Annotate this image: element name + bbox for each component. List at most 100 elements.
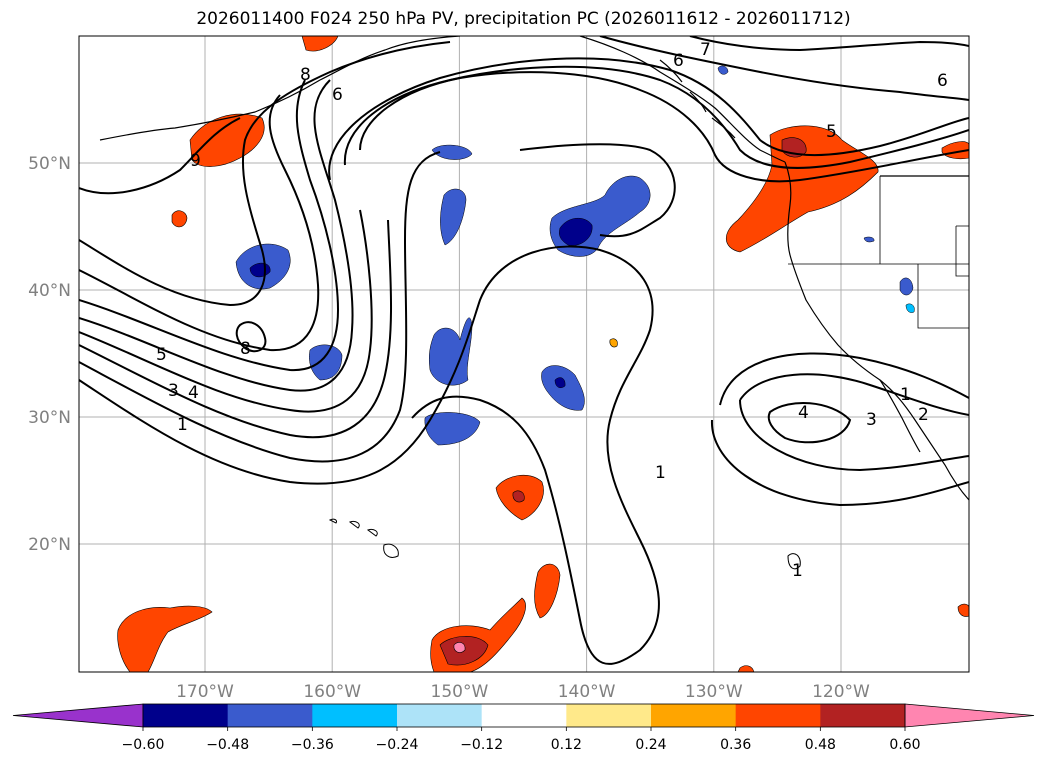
- contour-label-6c: 6: [937, 71, 948, 91]
- pv-contour-4: [79, 209, 373, 413]
- colorbar-tick-label: 0.12: [551, 737, 582, 753]
- precip-negative: [235, 65, 915, 446]
- colorbar-cell: [735, 704, 821, 727]
- precip-patch-pnw: [725, 125, 879, 253]
- colorbar-tick-label: 0.36: [720, 737, 751, 753]
- colorbar-cell: [397, 704, 483, 727]
- pv-contour-1: [79, 245, 660, 665]
- negative-patch-south-center: [541, 365, 585, 411]
- pv-contour-9: [79, 117, 241, 195]
- contour-label-1d: 1: [900, 385, 911, 405]
- pv-contour-sw-us: [719, 352, 969, 406]
- negative-patch-us-b: [905, 303, 915, 313]
- colorbar-cell: [651, 704, 737, 727]
- lat-tick-label: 50°N: [28, 154, 71, 174]
- contour-label-7: 7: [700, 40, 711, 60]
- colorbar-tick-label: 0.48: [805, 737, 836, 753]
- colorbar-cell: [312, 704, 398, 727]
- lon-tick-label: 150°W: [431, 682, 489, 702]
- pv-contour-6: [79, 79, 340, 372]
- colorbar-frame: [142, 703, 906, 728]
- colorbar-cell: [566, 704, 652, 727]
- colorbar-tick-label: 0.24: [635, 737, 666, 753]
- precip-patch-tiny-yellow: [609, 338, 618, 348]
- colorbar-cell: [820, 704, 906, 727]
- contour-label-8b: 8: [240, 339, 251, 359]
- contour-label-1c: 1: [792, 561, 803, 581]
- lon-tick-label: 170°W: [176, 682, 234, 702]
- precip-patch-far-southeast: [957, 603, 969, 617]
- precip-peak-south-2: [453, 641, 466, 653]
- coastlines: [99, 36, 969, 570]
- lon-tick-label: 160°W: [303, 682, 361, 702]
- contour-label-6b: 6: [673, 51, 684, 71]
- negative-patch-mid-c: [309, 344, 343, 381]
- pv-contour-ridge-2: [343, 65, 969, 169]
- contour-label-9: 9: [190, 151, 201, 171]
- contour-label-1b: 1: [655, 463, 666, 483]
- contour-label-6: 6: [332, 85, 343, 105]
- negative-patch-ak: [717, 65, 729, 75]
- pv-contour-3-loop: [767, 402, 852, 444]
- colorbar-tick-label: −0.48: [206, 737, 249, 753]
- colorbar-cells: [12, 703, 1035, 728]
- pv-contour-closed-south: [739, 373, 969, 416]
- precip-patch-bottom-right: [737, 665, 755, 672]
- contour-label-4b: 4: [798, 403, 809, 423]
- contour-label-2: 2: [918, 405, 929, 425]
- precip-patch-southwest: [117, 605, 213, 672]
- contour-label-3b: 3: [866, 410, 877, 430]
- pv-contour-top-7: [689, 36, 969, 52]
- pv-contour-2: [79, 151, 441, 463]
- colorbar-tick-label: −0.60: [122, 737, 165, 753]
- negative-core-center: [559, 218, 593, 246]
- pv-contour-7: [79, 94, 320, 352]
- lon-tick-label: 130°W: [685, 682, 743, 702]
- colorbar-tick-label: −0.36: [291, 737, 334, 753]
- coast-north-america-west: [784, 161, 969, 501]
- colorbar-cell: [227, 704, 313, 727]
- lat-tick-label: 40°N: [28, 281, 71, 301]
- contour-label-5: 5: [156, 345, 167, 365]
- precip-core-subtropic: [512, 490, 525, 503]
- contour-label-5b: 5: [826, 122, 837, 142]
- colorbar-cell: [143, 704, 229, 727]
- colorbar-extend-low: [12, 703, 144, 728]
- pv-contour-sw-us-2: [710, 419, 969, 507]
- colorbar-tick-label: −0.24: [376, 737, 419, 753]
- pv-contours: [79, 36, 969, 665]
- colorbar-cell: [481, 704, 567, 727]
- pv-contour-closed-south-lower: [739, 399, 969, 472]
- contour-labels: 1 1 1 1 2 3 3 4 4 5 5 6 6 6 7 8 8 9: [156, 40, 948, 581]
- negative-patch-mid-d: [424, 412, 481, 446]
- longitude-labels: 170°W 160°W 150°W 140°W 130°W 120°W: [176, 682, 870, 702]
- hawaii-islands: [328, 518, 399, 558]
- pv-contour-ridge-3: [328, 57, 969, 181]
- precip-patch-south-1: [534, 563, 561, 619]
- negative-patch-us-a: [899, 277, 914, 296]
- island-small-1: [787, 553, 801, 570]
- pv-contour-5: [79, 79, 354, 392]
- colorbar-ticks: −0.60 −0.48 −0.36 −0.24 −0.12 0.12 0.24 0.36 0.4…: [122, 727, 921, 753]
- colorbar-extend-high: [904, 703, 1035, 728]
- colorbar-tick-label: 0.60: [889, 737, 920, 753]
- map-frame: [78, 35, 970, 673]
- negative-patch-mid-b: [428, 317, 473, 386]
- map-panel: 1 1 1 1 2 3 3 4 4 5 5 6 6 6 7 8 8 9: [28, 35, 970, 702]
- pv-contour-8-loop: [235, 321, 267, 353]
- pv-contour-upper-mid: [519, 143, 676, 238]
- coast-alaska-gulf: [579, 36, 786, 163]
- lon-tick-label: 120°W: [812, 682, 870, 702]
- precip-positive: [117, 36, 969, 672]
- latitude-labels: 50°N 40°N 30°N 20°N: [28, 154, 71, 555]
- us-state-borders: [788, 176, 969, 329]
- pv-contour-ridge-4: [599, 36, 969, 101]
- contour-label-3: 3: [168, 381, 179, 401]
- lat-tick-label: 20°N: [28, 535, 71, 555]
- colorbar: −0.60 −0.48 −0.36 −0.24 −0.12 0.12 0.24 0.36 0.4…: [12, 703, 1035, 753]
- negative-patch-small-us: [863, 236, 875, 243]
- contour-label-1: 1: [177, 415, 188, 435]
- lon-tick-label: 140°W: [558, 682, 616, 702]
- precip-patch-gulf-alaska: [189, 113, 265, 167]
